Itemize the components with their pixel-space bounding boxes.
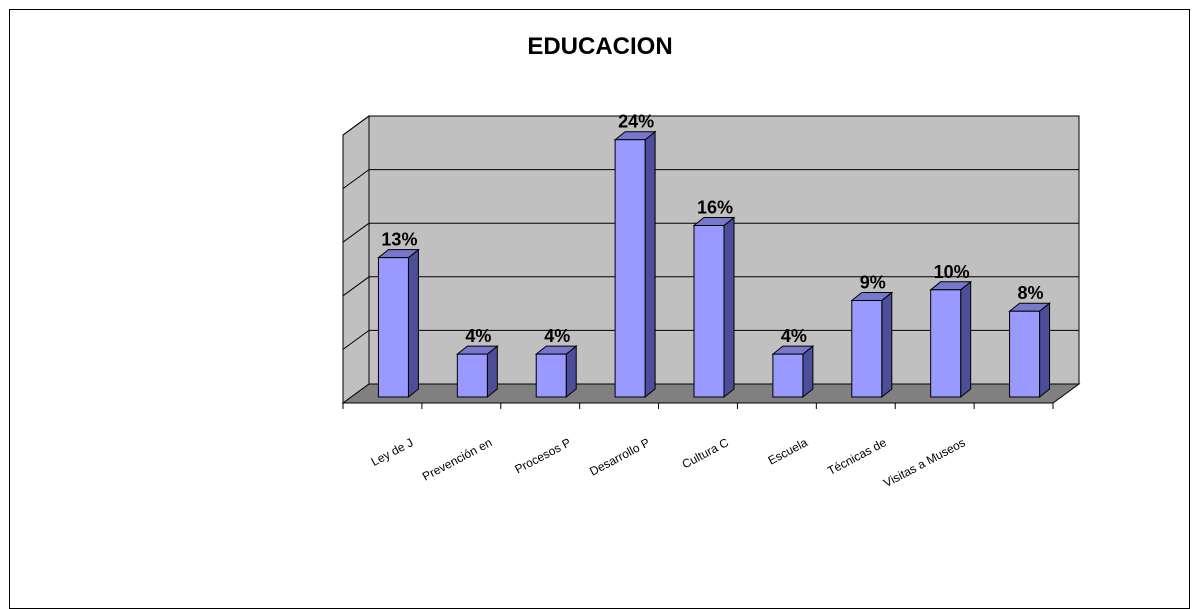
chart-gridlines xyxy=(342,115,1079,409)
category-label: Desarrollo P xyxy=(587,435,652,478)
bar xyxy=(613,130,657,399)
bar-side xyxy=(881,291,893,399)
bar-front xyxy=(614,139,646,398)
bar-front xyxy=(1009,310,1041,398)
bar-front xyxy=(456,353,488,398)
data-label: 4% xyxy=(781,326,807,346)
gridline-side xyxy=(342,329,370,350)
bar-side xyxy=(960,280,972,399)
bar xyxy=(692,216,736,399)
data-label: 9% xyxy=(860,273,886,293)
bar-side xyxy=(644,130,656,399)
bar-chart: 13% 4% 4% 24% 16% 4% 9% 10% 8% Ley de J Prevenció… xyxy=(341,112,1081,490)
bar xyxy=(850,291,894,399)
bar-front xyxy=(930,289,962,398)
gridline-side xyxy=(342,276,370,297)
category-label: Prevención en xyxy=(420,435,494,483)
bar xyxy=(1008,302,1051,399)
bar-side xyxy=(486,345,498,399)
bar-side xyxy=(407,248,419,399)
bar-front xyxy=(535,353,567,398)
chart-category-labels: Ley de J Prevención en Procesos P Desarroll… xyxy=(369,435,968,490)
side-wall xyxy=(342,115,370,404)
bar-side xyxy=(1039,302,1051,399)
category-label: Técnicas de xyxy=(825,435,889,478)
bar xyxy=(455,345,499,399)
data-label: 4% xyxy=(544,326,570,346)
bar-front xyxy=(851,300,883,398)
bar xyxy=(534,345,578,399)
bar-side xyxy=(802,345,814,399)
gridline-side xyxy=(342,169,370,190)
bar xyxy=(929,280,973,399)
data-label: 16% xyxy=(697,197,733,217)
chart-bars xyxy=(377,130,1051,399)
category-label: Procesos P xyxy=(512,435,573,476)
bar-side xyxy=(565,345,577,399)
category-label: Visitas a Museos xyxy=(881,435,967,490)
data-label: 4% xyxy=(465,326,491,346)
category-label: Escuela xyxy=(766,435,811,468)
chart-title: EDUCACION xyxy=(527,33,673,60)
data-label: 24% xyxy=(618,112,654,132)
bar-front xyxy=(772,353,804,398)
chart-data-labels: 13% 4% 4% 24% 16% 4% 9% 10% 8% xyxy=(381,112,1043,346)
bar xyxy=(771,345,815,399)
bar-side xyxy=(723,216,735,399)
category-label: Ley de J xyxy=(369,435,416,469)
bar xyxy=(377,248,420,399)
bar-front xyxy=(377,257,409,398)
gridline-side xyxy=(342,222,370,243)
gridline-side xyxy=(342,115,370,136)
data-label: 8% xyxy=(1018,283,1044,303)
data-label: 13% xyxy=(381,230,417,250)
category-label: Cultura C xyxy=(680,435,732,471)
bar-front xyxy=(693,224,725,398)
data-label: 10% xyxy=(934,262,970,282)
